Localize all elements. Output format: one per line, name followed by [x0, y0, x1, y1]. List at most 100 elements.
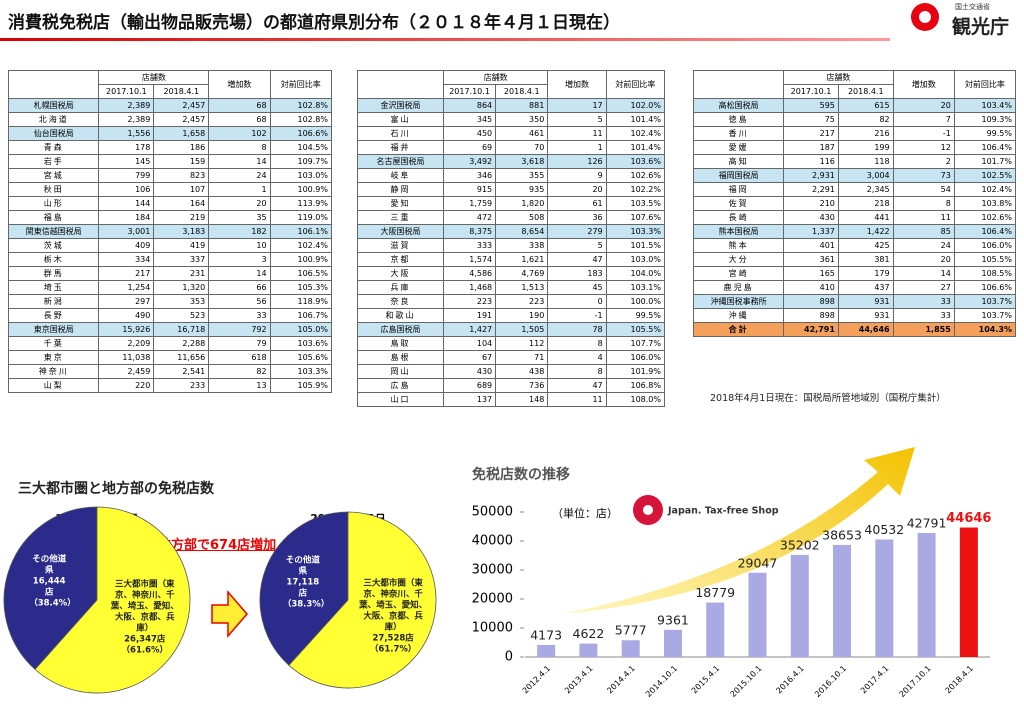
value-cell: 8: [547, 336, 607, 351]
name-cell: 鹿児島: [692, 280, 785, 295]
slice-count: 27,528店: [372, 633, 414, 644]
value-cell: 102.5%: [953, 168, 1017, 183]
value-cell: 145: [98, 154, 155, 169]
value-cell: 106.0%: [605, 350, 666, 365]
value-cell: 3,618: [495, 154, 549, 169]
header-cell: 2017.10.1: [783, 84, 839, 99]
header-cell: 対前回比率: [605, 70, 666, 99]
value-cell: 33: [892, 308, 955, 323]
value-cell: 199: [837, 140, 894, 155]
value-cell: 279: [547, 224, 607, 239]
header-cell: 増加数: [208, 70, 271, 99]
value-cell: -1: [892, 126, 955, 141]
name-cell: 合計: [692, 322, 785, 337]
value-cell: 107.6%: [605, 210, 666, 225]
x-tick-label: 2016.10.1: [813, 664, 848, 699]
name-cell: 香川: [692, 126, 785, 141]
name-cell: 新潟: [7, 294, 100, 309]
value-cell: 437: [837, 280, 894, 295]
table-row: 神奈川 2,459 2,541 82 103.3%: [7, 364, 333, 379]
value-cell: 1,513: [495, 280, 549, 295]
value-cell: 419: [153, 238, 210, 253]
value-cell: 103.1%: [605, 280, 666, 295]
x-tick-label: 2012.4.1: [521, 664, 553, 696]
table-row: 金沢国税局 864 881 17 102.0%: [357, 98, 666, 113]
bar: [537, 644, 556, 657]
table-row: 山梨 220 233 13 105.9%: [7, 378, 333, 393]
value-cell: 16,718: [153, 322, 210, 337]
name-cell: 埼玉: [7, 280, 100, 295]
name-cell: 広島: [357, 378, 444, 393]
value-cell: 689: [442, 378, 497, 393]
value-cell: 1,574: [442, 252, 497, 267]
value-cell: 69: [442, 140, 497, 155]
value-cell: 7: [892, 112, 955, 127]
name-cell: 奈良: [357, 294, 444, 309]
value-cell: 118.9%: [269, 294, 333, 309]
table-row: 福岡 2,291 2,345 54 102.4%: [692, 182, 1017, 197]
value-cell: -1: [547, 308, 607, 323]
value-label: 29047: [738, 555, 778, 570]
x-tick-label: 2014.10.1: [644, 664, 679, 699]
value-cell: 190: [495, 308, 549, 323]
value-cell: 103.3%: [269, 364, 333, 379]
value-cell: 3,183: [153, 224, 210, 239]
brand-text: Japan. Tax-free Shop: [667, 506, 779, 517]
value-cell: 338: [495, 238, 549, 253]
value-cell: 881: [495, 98, 549, 113]
value-cell: 35: [208, 210, 271, 225]
value-cell: 66: [208, 280, 271, 295]
table-row: 長野 490 523 33 106.7%: [7, 308, 333, 323]
value-cell: 54: [892, 182, 955, 197]
value-cell: 109.3%: [953, 112, 1017, 127]
value-cell: 105.6%: [269, 350, 333, 365]
header-row: 店舗数 増加数 対前回比率: [692, 70, 1017, 99]
value-cell: 792: [208, 322, 271, 337]
table-row: 石川 450 461 11 102.4%: [357, 126, 666, 141]
value-cell: 70: [495, 140, 549, 155]
value-cell: 20: [892, 252, 955, 267]
value-cell: 864: [442, 98, 497, 113]
value-cell: 56: [208, 294, 271, 309]
value-cell: 0: [547, 294, 607, 309]
value-cell: 915: [442, 182, 497, 197]
header-cell: 2018.4.1: [153, 84, 210, 99]
table-row: 徳島 75 82 7 109.3%: [692, 112, 1017, 127]
name-cell: 和歌山: [357, 308, 444, 323]
value-cell: 425: [837, 238, 894, 253]
table-row: 名古屋国税局 3,492 3,618 126 103.6%: [357, 154, 666, 169]
value-label: 18779: [695, 585, 735, 600]
value-cell: 102.2%: [605, 182, 666, 197]
name-cell: 大分: [692, 252, 785, 267]
value-cell: 8: [892, 196, 955, 211]
name-cell: 愛知: [357, 196, 444, 211]
table-row: 愛知 1,759 1,820 61 103.5%: [357, 196, 666, 211]
table-row: 群馬 217 231 14 106.5%: [7, 266, 333, 281]
value-cell: 14: [208, 154, 271, 169]
value-cell: 159: [153, 154, 210, 169]
value-cell: 223: [442, 294, 497, 309]
table-row: 東京 11,038 11,656 618 105.6%: [7, 350, 333, 365]
value-cell: 148: [495, 392, 549, 407]
value-cell: 220: [98, 378, 155, 393]
bar: [833, 544, 852, 657]
table-row: 岩手 145 159 14 109.7%: [7, 154, 333, 169]
table-row: 福岡国税局 2,931 3,004 73 102.5%: [692, 168, 1017, 183]
name-cell: 山梨: [7, 378, 100, 393]
value-cell: 27: [892, 280, 955, 295]
header-cell: 2017.10.1: [98, 84, 155, 99]
value-cell: 104.5%: [269, 140, 333, 155]
value-cell: 103.3%: [605, 224, 666, 239]
pie-slice: [3, 506, 98, 670]
table-row: 静岡 915 935 20 102.2%: [357, 182, 666, 197]
name-cell: 宮城: [7, 168, 100, 183]
table-row: 仙台国税局 1,556 1,658 102 106.6%: [7, 126, 333, 141]
name-cell: 秋田: [7, 182, 100, 197]
value-cell: 11: [547, 392, 607, 407]
slice-percent: （38.4%）: [29, 598, 76, 609]
value-cell: 2,389: [98, 112, 155, 127]
value-cell: 101.5%: [605, 238, 666, 253]
value-cell: 2,345: [837, 182, 894, 197]
value-cell: 108.5%: [953, 266, 1017, 281]
header-cell: 店舗数: [783, 70, 894, 85]
